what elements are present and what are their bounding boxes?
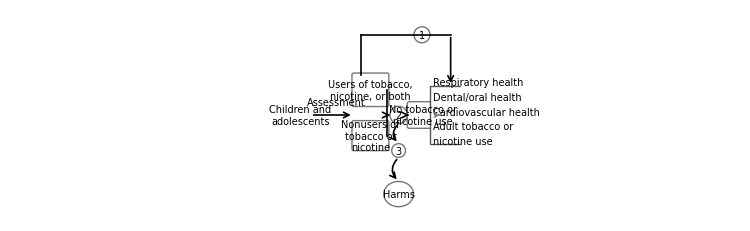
FancyBboxPatch shape <box>352 121 389 151</box>
Text: Users of tobacco,
nicotine, or both: Users of tobacco, nicotine, or both <box>328 80 412 101</box>
Bar <box>430 87 471 144</box>
Ellipse shape <box>384 182 413 207</box>
Circle shape <box>414 28 430 44</box>
Text: Children and
adolescents: Children and adolescents <box>269 105 332 126</box>
FancyBboxPatch shape <box>352 74 389 107</box>
Text: Harms: Harms <box>382 189 415 199</box>
Circle shape <box>390 107 407 124</box>
Text: Assessment: Assessment <box>307 98 365 108</box>
Text: Respiratory health
Dental/oral health
Cardiovascular health
Adult tobacco or
nic: Respiratory health Dental/oral health Ca… <box>433 78 539 146</box>
FancyBboxPatch shape <box>407 102 439 129</box>
Text: 3: 3 <box>395 146 402 156</box>
Text: Nonusers of
tobacco or
nicotine: Nonusers of tobacco or nicotine <box>341 119 400 152</box>
Text: No tobacco or
nicotine use: No tobacco or nicotine use <box>389 105 458 126</box>
Text: 1: 1 <box>419 31 425 41</box>
Text: 2: 2 <box>395 110 402 121</box>
Circle shape <box>392 144 406 158</box>
